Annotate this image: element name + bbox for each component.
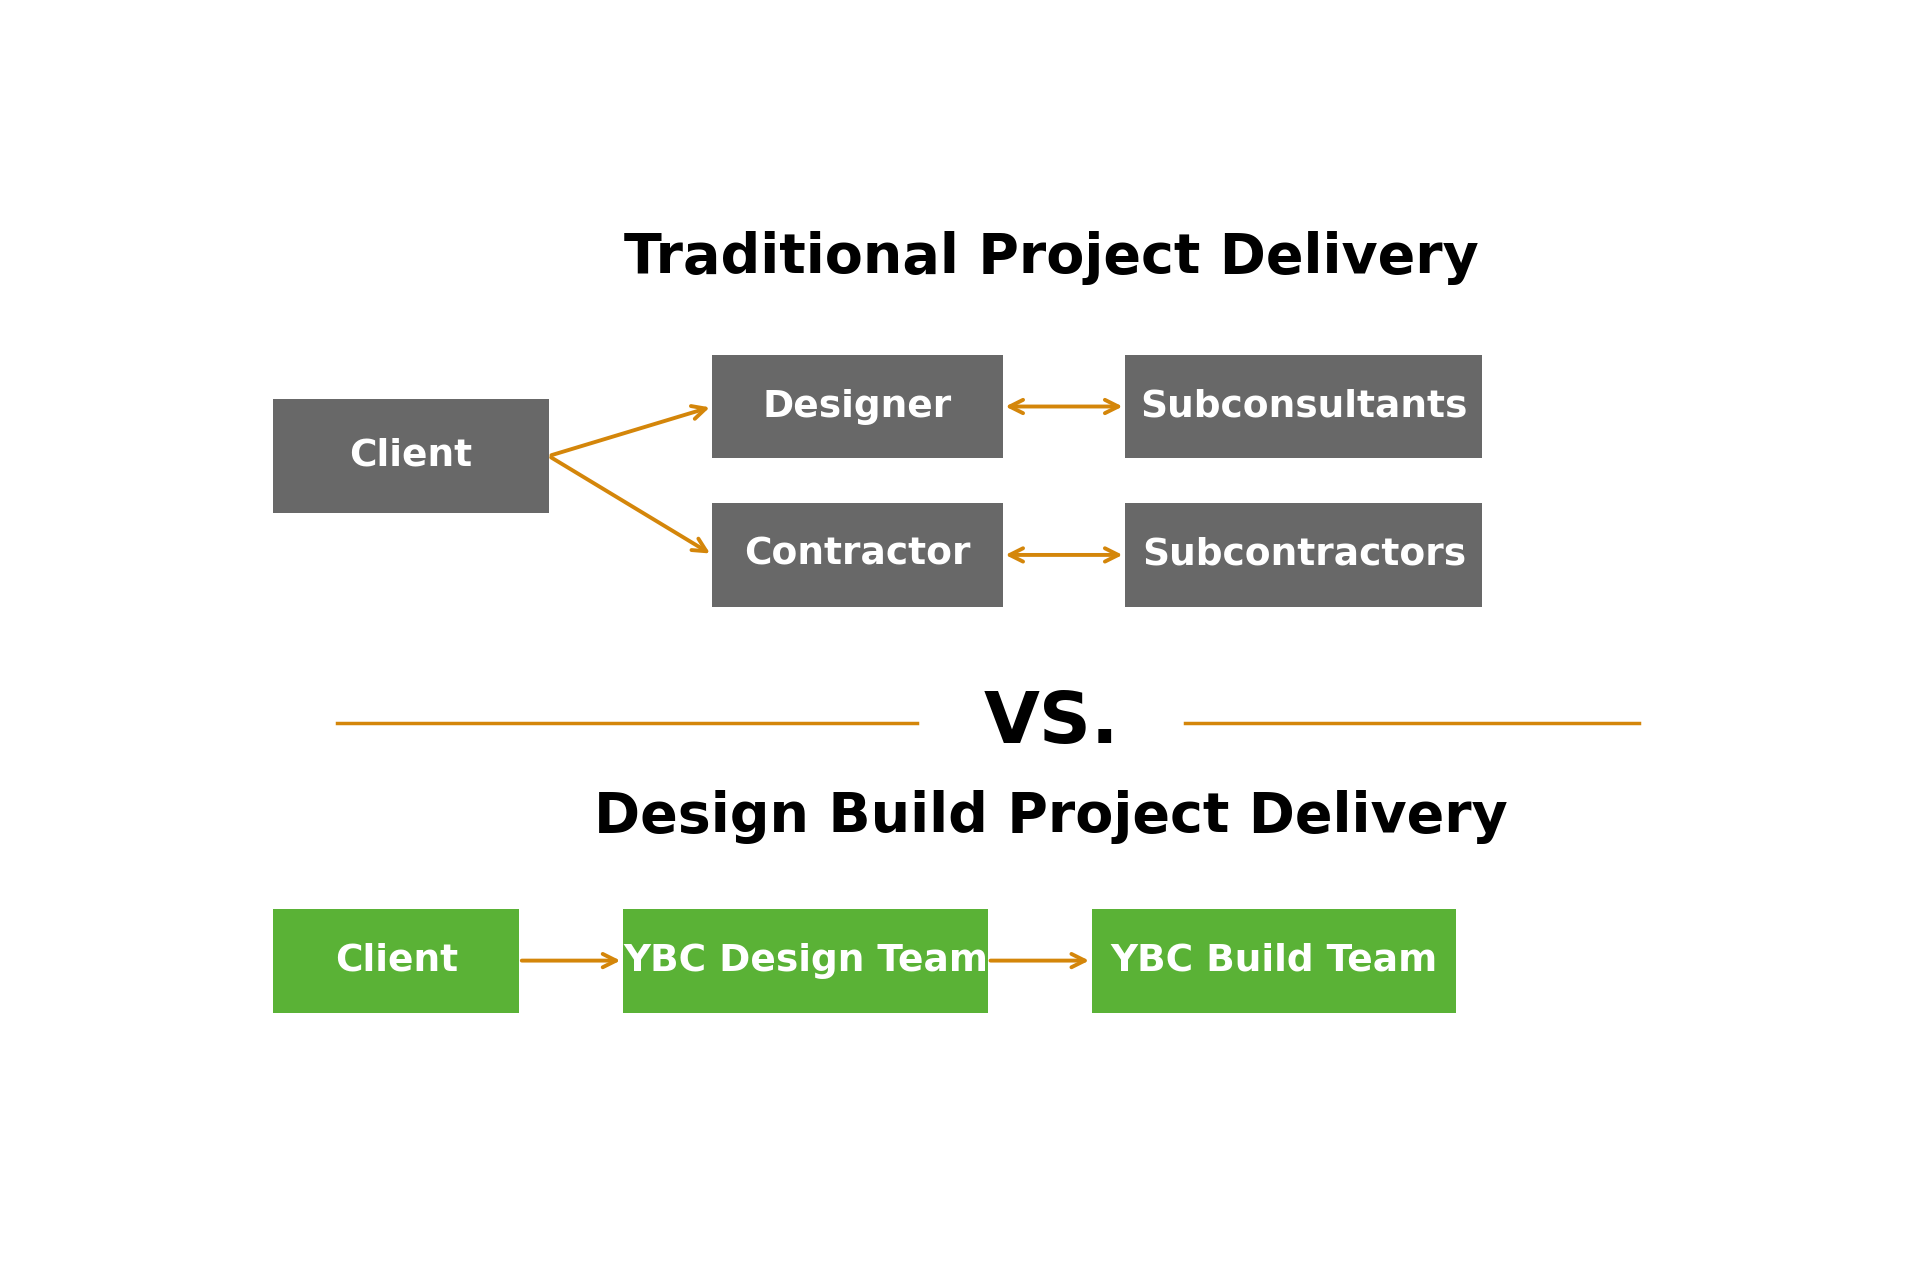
- Text: Client: Client: [334, 943, 457, 979]
- Text: Designer: Designer: [762, 388, 952, 424]
- Text: YBC Design Team: YBC Design Team: [622, 943, 989, 979]
- Text: Subcontractors: Subcontractors: [1142, 537, 1467, 573]
- FancyBboxPatch shape: [624, 908, 987, 1013]
- FancyBboxPatch shape: [1125, 355, 1482, 459]
- Text: Client: Client: [349, 438, 472, 474]
- FancyBboxPatch shape: [1125, 502, 1482, 607]
- FancyBboxPatch shape: [712, 502, 1002, 607]
- Text: Subconsultants: Subconsultants: [1140, 388, 1467, 424]
- FancyBboxPatch shape: [273, 400, 549, 513]
- FancyBboxPatch shape: [273, 908, 518, 1013]
- Text: Design Build Project Delivery: Design Build Project Delivery: [593, 790, 1507, 844]
- FancyBboxPatch shape: [1092, 908, 1457, 1013]
- Text: Traditional Project Delivery: Traditional Project Delivery: [624, 231, 1478, 285]
- FancyBboxPatch shape: [712, 355, 1002, 459]
- Text: VS.: VS.: [983, 689, 1119, 758]
- Text: YBC Build Team: YBC Build Team: [1110, 943, 1438, 979]
- Text: Contractor: Contractor: [745, 537, 972, 573]
